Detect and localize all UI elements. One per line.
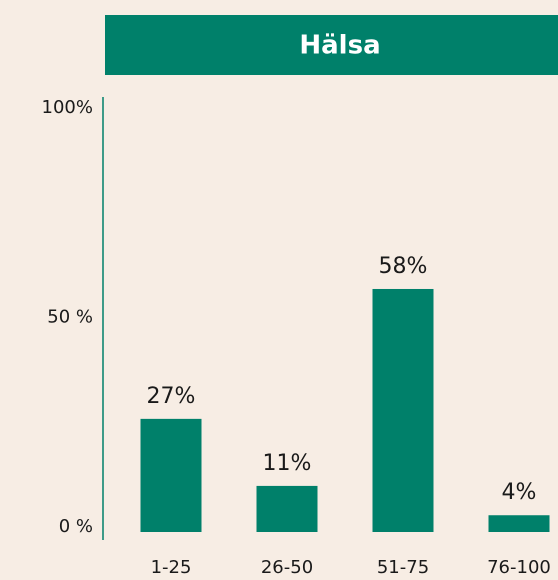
value-label: 27% bbox=[147, 384, 196, 409]
y-tick-label: 50 % bbox=[47, 307, 93, 328]
bar bbox=[488, 515, 550, 532]
bar bbox=[372, 288, 434, 532]
bar bbox=[256, 485, 318, 532]
x-tick-label: 26-50 bbox=[261, 557, 313, 578]
value-label: 58% bbox=[379, 254, 428, 279]
y-tick-label: 100% bbox=[42, 97, 93, 118]
chart-title: Hälsa bbox=[299, 31, 380, 61]
bar bbox=[140, 418, 202, 532]
x-tick-label: 51-75 bbox=[377, 557, 429, 578]
value-label: 11% bbox=[263, 451, 312, 476]
y-tick-label: 0 % bbox=[59, 516, 93, 537]
title-banner bbox=[105, 15, 558, 75]
x-tick-label: 1-25 bbox=[151, 557, 192, 578]
value-label: 4% bbox=[502, 480, 537, 505]
x-tick-label: 76-100 bbox=[487, 557, 551, 578]
